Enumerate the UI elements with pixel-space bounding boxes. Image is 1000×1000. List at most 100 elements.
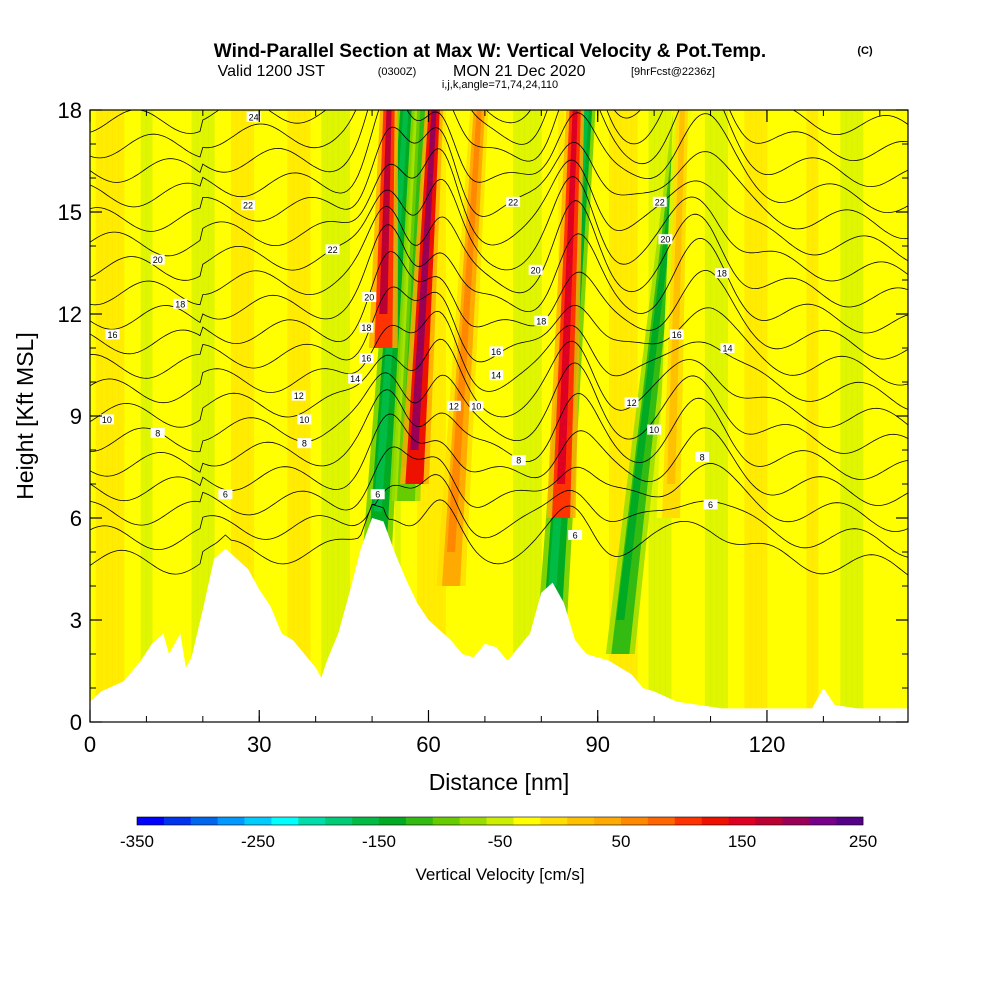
contour-label-text: 14 (491, 371, 501, 381)
contour-label-text: 8 (516, 456, 521, 466)
contour-label-text: 18 (175, 299, 185, 309)
contour-label-text: 10 (649, 425, 659, 435)
contour-label-bg (528, 264, 543, 275)
colorbar-swatch (163, 817, 192, 825)
field-band (112, 110, 119, 722)
field-band (625, 110, 633, 722)
field-band (208, 110, 215, 722)
terrain-mask (90, 518, 908, 722)
contour-label-bg (246, 111, 261, 122)
contour-label-text: 6 (223, 490, 228, 500)
contour-label-text: 14 (722, 344, 732, 354)
contour-label-bg (150, 254, 165, 265)
contour-label-bg (105, 329, 120, 340)
contour-label: 14 (720, 343, 735, 354)
contour-label: 18 (173, 298, 188, 309)
field-band (716, 110, 723, 722)
y-axis-label: Height [Kft MSL] (12, 332, 38, 499)
colorbar-swatch (325, 817, 353, 825)
contour-label: 20 (658, 234, 673, 245)
contour-label-bg (348, 373, 363, 384)
contour-label: 10 (469, 400, 484, 411)
contour-label: 22 (325, 244, 340, 255)
theta-contour-22 (90, 110, 908, 188)
contour-label-bg (534, 315, 549, 326)
contour-label-text: 16 (108, 330, 118, 340)
theta-contour-15 (90, 251, 908, 360)
field-band (845, 110, 853, 722)
field-band (806, 110, 813, 722)
colorbar-swatch (352, 817, 380, 825)
y-tick-label: 6 (70, 506, 82, 531)
contour-label-bg (652, 196, 667, 207)
colorbar-swatch (809, 817, 837, 825)
colorbar-swatch (567, 817, 595, 825)
colorbar-swatch (432, 817, 460, 825)
contour-label-bg (446, 400, 461, 411)
x-tick-label: 60 (416, 732, 440, 757)
contour-label-bg (469, 400, 484, 411)
x-axis-label: Distance [nm] (429, 769, 570, 795)
field-band (231, 110, 238, 722)
contour-label-text: 20 (364, 293, 374, 303)
contour-label-bg (362, 292, 377, 302)
contour-label-bg (240, 200, 255, 211)
contour-label-bg (714, 268, 729, 279)
grid-indices: i,j,k,angle=71,74,24,110 (442, 79, 558, 91)
field-band (518, 110, 525, 722)
field-band (857, 110, 864, 722)
colorbar: -350 -250 -150 -50 50 150 250 (120, 816, 877, 851)
theta-contour-6 (90, 499, 908, 576)
contour-label-text: 10 (471, 401, 481, 411)
contour-label-bg (359, 353, 374, 364)
colorbar-swatch (190, 817, 218, 825)
contour-label: 10 (99, 414, 114, 425)
field-band (710, 110, 717, 722)
theta-contour-18 (90, 176, 908, 282)
colorbar-swatch (728, 817, 756, 825)
contour-label: 20 (362, 292, 377, 303)
theta-contour-10 (90, 389, 908, 480)
theta-contour-21 (90, 110, 908, 214)
contour-label: 6 (218, 489, 233, 500)
updraft-plume-core (379, 110, 392, 314)
contour-label: 20 (150, 254, 165, 265)
colorbar-swatch (486, 817, 514, 825)
contour-label-text: 10 (102, 415, 112, 425)
colorbar-tick-label: -50 (488, 832, 513, 851)
contour-label-bg (506, 196, 521, 207)
contour-label: 22 (652, 196, 667, 207)
contour-label-bg (720, 343, 735, 353)
contour-label-bg (99, 414, 114, 425)
field-band (620, 110, 627, 722)
colorbar-swatch (244, 817, 272, 825)
field-band (513, 110, 520, 722)
contour-label: 10 (297, 414, 312, 425)
chart-title: Wind-Parallel Section at Max W: Vertical… (214, 41, 766, 62)
contour-label-text: 16 (361, 354, 371, 364)
contour-label: 8 (150, 428, 165, 439)
theta-contour-12 (90, 338, 908, 428)
valid-date: MON 21 Dec 2020 (453, 63, 586, 80)
contour-label-text: 18 (717, 269, 727, 279)
contour-label-bg (511, 455, 526, 466)
contour-label: 12 (446, 400, 461, 411)
colorbar-swatch (594, 817, 622, 825)
field-band (755, 110, 762, 722)
field-band (428, 110, 435, 722)
colorbar-swatch (271, 817, 299, 825)
contour-label: 16 (489, 346, 504, 357)
field-band (202, 110, 209, 722)
forecast-info: [9hrFcst@2236z] (631, 66, 715, 78)
field-band (140, 110, 147, 722)
y-tick-label: 15 (58, 200, 82, 225)
field-band (750, 110, 757, 722)
contour-label-bg (218, 489, 233, 500)
theta-contour-7 (90, 474, 908, 558)
colorbar-swatch (701, 817, 729, 825)
contour-label-text: 12 (627, 398, 637, 408)
colorbar-swatch (647, 817, 676, 825)
contour-label-text: 22 (655, 197, 665, 207)
updraft-plume-core (556, 110, 578, 484)
